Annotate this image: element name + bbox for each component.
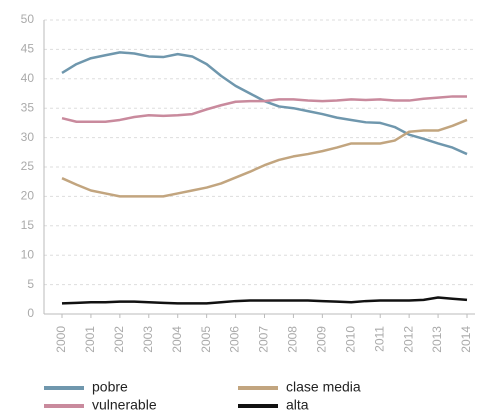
legend-label: pobre (92, 379, 128, 395)
x-tick-label: 2012 (401, 326, 415, 353)
y-tick-label: 10 (21, 247, 35, 261)
x-tick-label: 2014 (459, 326, 473, 353)
y-tick-label: 15 (21, 218, 35, 232)
x-tick-label: 2010 (343, 326, 357, 353)
x-tick-label: 2004 (170, 326, 184, 353)
x-tick-label: 2007 (257, 326, 271, 353)
x-tick-label: 2002 (112, 326, 126, 353)
line (61, 51, 468, 156)
y-tick-label: 0 (27, 306, 34, 320)
line (61, 296, 468, 305)
x-tick-label: 2003 (141, 326, 155, 353)
legend-label: clase media (286, 379, 361, 395)
x-tick-label: 2006 (228, 326, 242, 353)
y-tick-label: 40 (21, 71, 35, 85)
y-tick-label: 45 (21, 42, 35, 56)
x-tick-label: 2005 (199, 326, 213, 353)
y-tick-label: 30 (21, 130, 35, 144)
y-tick-label: 50 (21, 12, 35, 26)
y-tick-label: 5 (27, 277, 34, 291)
line (61, 95, 467, 123)
x-tick-label: 2000 (54, 326, 68, 353)
line (61, 118, 468, 198)
x-tick-label: 2008 (286, 326, 300, 353)
legend-label: alta (286, 397, 309, 413)
y-tick-label: 35 (21, 100, 35, 114)
y-tick-label: 20 (21, 189, 35, 203)
x-tick-label: 2009 (315, 326, 329, 353)
x-tick-label: 2013 (430, 326, 444, 353)
x-tick-label: 2011 (372, 326, 386, 352)
y-tick-label: 25 (21, 159, 35, 173)
legend-label: vulnerable (92, 397, 157, 413)
x-tick-label: 2001 (83, 326, 97, 353)
